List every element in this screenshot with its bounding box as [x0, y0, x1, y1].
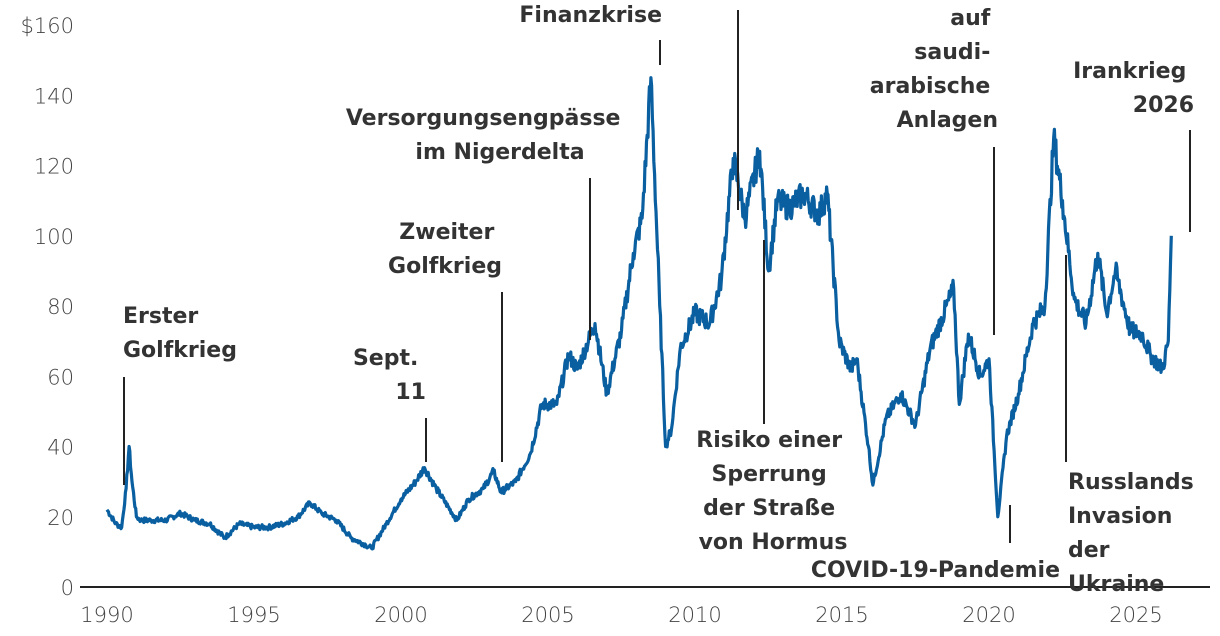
annotation-lines	[123, 10, 1191, 543]
x-tick-label: 2005	[521, 603, 574, 627]
y-tick-label: 0	[61, 576, 74, 600]
x-axis-ticks: 1990 1995 2000 2005 2010 2015 2020 2025	[80, 603, 1162, 627]
annotation-sept11: Sept. 11	[353, 346, 426, 405]
annotation-zweiter-golfkrieg: Zweiter Golfkrieg	[388, 220, 502, 279]
oil-price-line	[105, 76, 1173, 551]
y-tick-label: 20	[47, 506, 74, 530]
annotation-russland: Russlands Invasion der Ukraine	[1068, 470, 1201, 597]
y-tick-label: 40	[47, 436, 74, 460]
y-tick-label: 80	[47, 295, 74, 319]
x-tick-label: 2010	[668, 603, 721, 627]
annotation-erster-golfkrieg: Erster Golfkrieg	[123, 304, 237, 363]
x-tick-label: 2020	[962, 603, 1015, 627]
y-tick-label: 120	[34, 155, 74, 179]
x-tick-label: 2015	[815, 603, 868, 627]
annotation-hormus: Risiko einer Sperrung der Straße von Hor…	[696, 428, 850, 555]
y-tick-label: 60	[47, 365, 74, 389]
annotation-covid: COVID-19-Pandemie	[811, 558, 1060, 583]
y-tick-label: 140	[34, 84, 74, 108]
x-tick-label: 2000	[374, 603, 427, 627]
annotation-nigerdelta: Versorgungsengpässe im Nigerdelta	[346, 106, 628, 165]
y-tick-label: 100	[34, 225, 74, 249]
x-tick-label: 1990	[80, 603, 133, 627]
annotation-finanzkrise: Finanzkrise	[519, 3, 662, 28]
x-tick-label: 2025	[1109, 603, 1162, 627]
x-tick-label: 1995	[227, 603, 280, 627]
annotation-irankrieg: Irankrieg 2026	[1073, 59, 1194, 118]
annotation-labels: Erster Golfkrieg Sept. 11 Zweiter Golfkr…	[123, 3, 1201, 597]
annotation-saudi: auf saudi- arabische Anlagen	[870, 6, 998, 133]
y-axis-ticks: 0 20 40 60 80 100 120 140 $160	[21, 14, 74, 600]
y-tick-label: $160	[21, 14, 74, 38]
